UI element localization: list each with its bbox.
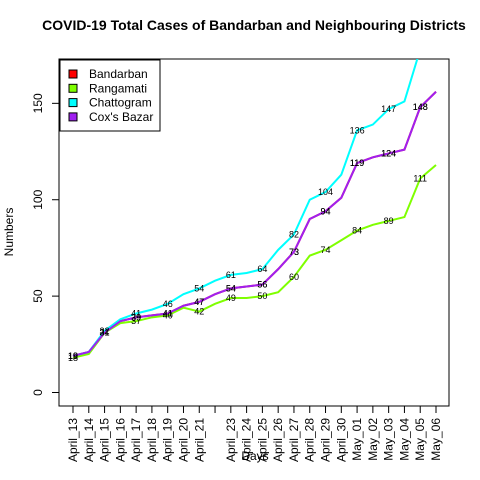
legend-label: Cox's Bazar: [89, 110, 153, 124]
data-label: 50: [257, 291, 267, 301]
legend-label: Chattogram: [89, 96, 152, 110]
x-tick-label: April_28: [303, 418, 317, 462]
x-tick-label: April_16: [113, 418, 127, 462]
legend-swatch: [68, 83, 78, 93]
y-tick-label: 100: [31, 189, 45, 209]
data-label: 74: [321, 245, 331, 255]
x-tick-label: April_14: [82, 418, 96, 462]
data-label: 19: [68, 351, 78, 361]
legend-label: Rangamati: [89, 81, 147, 95]
data-label: 39: [131, 312, 141, 322]
legend-swatch: [68, 69, 78, 79]
data-label: 32: [100, 326, 110, 336]
x-tick-label: April_30: [334, 418, 348, 462]
data-label: 73: [289, 247, 299, 257]
x-tick-label: April_17: [129, 418, 143, 462]
x-tick-label: May_02: [366, 418, 380, 461]
data-label: 148: [413, 102, 428, 112]
data-label: 60: [289, 272, 299, 282]
x-tick-label: April_21: [192, 418, 206, 462]
y-axis-label: Numbers: [2, 208, 16, 257]
data-label: 54: [226, 283, 236, 293]
data-label: 39: [131, 312, 141, 322]
data-label: 73: [289, 247, 299, 257]
data-label: 46: [163, 299, 173, 309]
data-label: 89: [384, 216, 394, 226]
data-label: 42: [194, 307, 204, 317]
data-label: 56: [257, 280, 267, 290]
data-label: 104: [318, 187, 333, 197]
series-line: [72, 164, 437, 359]
x-tick-label: April_24: [240, 418, 254, 462]
legend-swatch: [68, 112, 78, 122]
x-tick-label: April_23: [224, 418, 238, 462]
data-label: 56: [257, 280, 267, 290]
y-tick-label: 150: [31, 93, 45, 113]
x-tick-label: April_13: [66, 418, 80, 462]
data-label: 147: [381, 104, 396, 114]
y-tick-label: 0: [31, 389, 45, 396]
data-label: 136: [350, 125, 365, 135]
x-tick-label: April_20: [176, 418, 190, 462]
chart-title: COVID-19 Total Cases of Bandarban and Ne…: [42, 17, 466, 33]
data-label: 18: [68, 353, 78, 363]
data-label: 94: [321, 206, 331, 216]
x-tick-label: April_19: [161, 418, 175, 462]
data-label: 124: [381, 148, 396, 158]
data-label: 31: [100, 328, 110, 338]
x-tick-label: April_26: [271, 418, 285, 462]
legend-swatch: [68, 98, 78, 108]
data-label: 119: [350, 158, 364, 168]
data-label: 124: [381, 148, 396, 158]
x-tick-label: April_29: [319, 418, 333, 462]
data-label: 148: [413, 102, 428, 112]
x-tick-label: April_27: [287, 418, 301, 462]
series-line: [72, 91, 437, 357]
data-label: 119: [350, 158, 364, 168]
data-label: 19: [68, 351, 78, 361]
x-tick-label: April_18: [145, 418, 159, 462]
x-tick-label: May_05: [413, 418, 427, 461]
x-tick-label: May_03: [382, 418, 396, 461]
data-label: 31: [100, 328, 110, 338]
data-label: 49: [226, 293, 236, 303]
data-label: 47: [194, 297, 204, 307]
x-tick-label: April_15: [98, 418, 112, 462]
y-tick-label: 50: [31, 289, 45, 303]
data-label: 84: [352, 226, 362, 236]
data-label: 82: [289, 229, 299, 239]
x-axis-label: Days: [241, 449, 268, 463]
data-label: 19: [68, 351, 78, 361]
legend-label: Bandarban: [89, 67, 148, 81]
data-label: 37: [131, 316, 141, 326]
data-label: 41: [131, 308, 141, 318]
data-label: 41: [163, 308, 173, 318]
x-tick-label: May_06: [429, 418, 443, 461]
data-label: 40: [163, 310, 173, 320]
data-label: 41: [163, 308, 173, 318]
data-label: 111: [413, 174, 427, 184]
data-label: 47: [194, 297, 204, 307]
data-label: 31: [100, 328, 110, 338]
data-label: 94: [321, 206, 331, 216]
x-tick-label: May_01: [350, 418, 364, 461]
data-label: 54: [226, 283, 236, 293]
series-line: [72, 59, 419, 357]
data-label: 61: [226, 270, 236, 280]
data-label: 54: [194, 283, 204, 293]
x-tick-label: May_04: [397, 418, 411, 461]
data-label: 64: [257, 264, 267, 274]
x-tick-label: April_25: [255, 418, 269, 462]
